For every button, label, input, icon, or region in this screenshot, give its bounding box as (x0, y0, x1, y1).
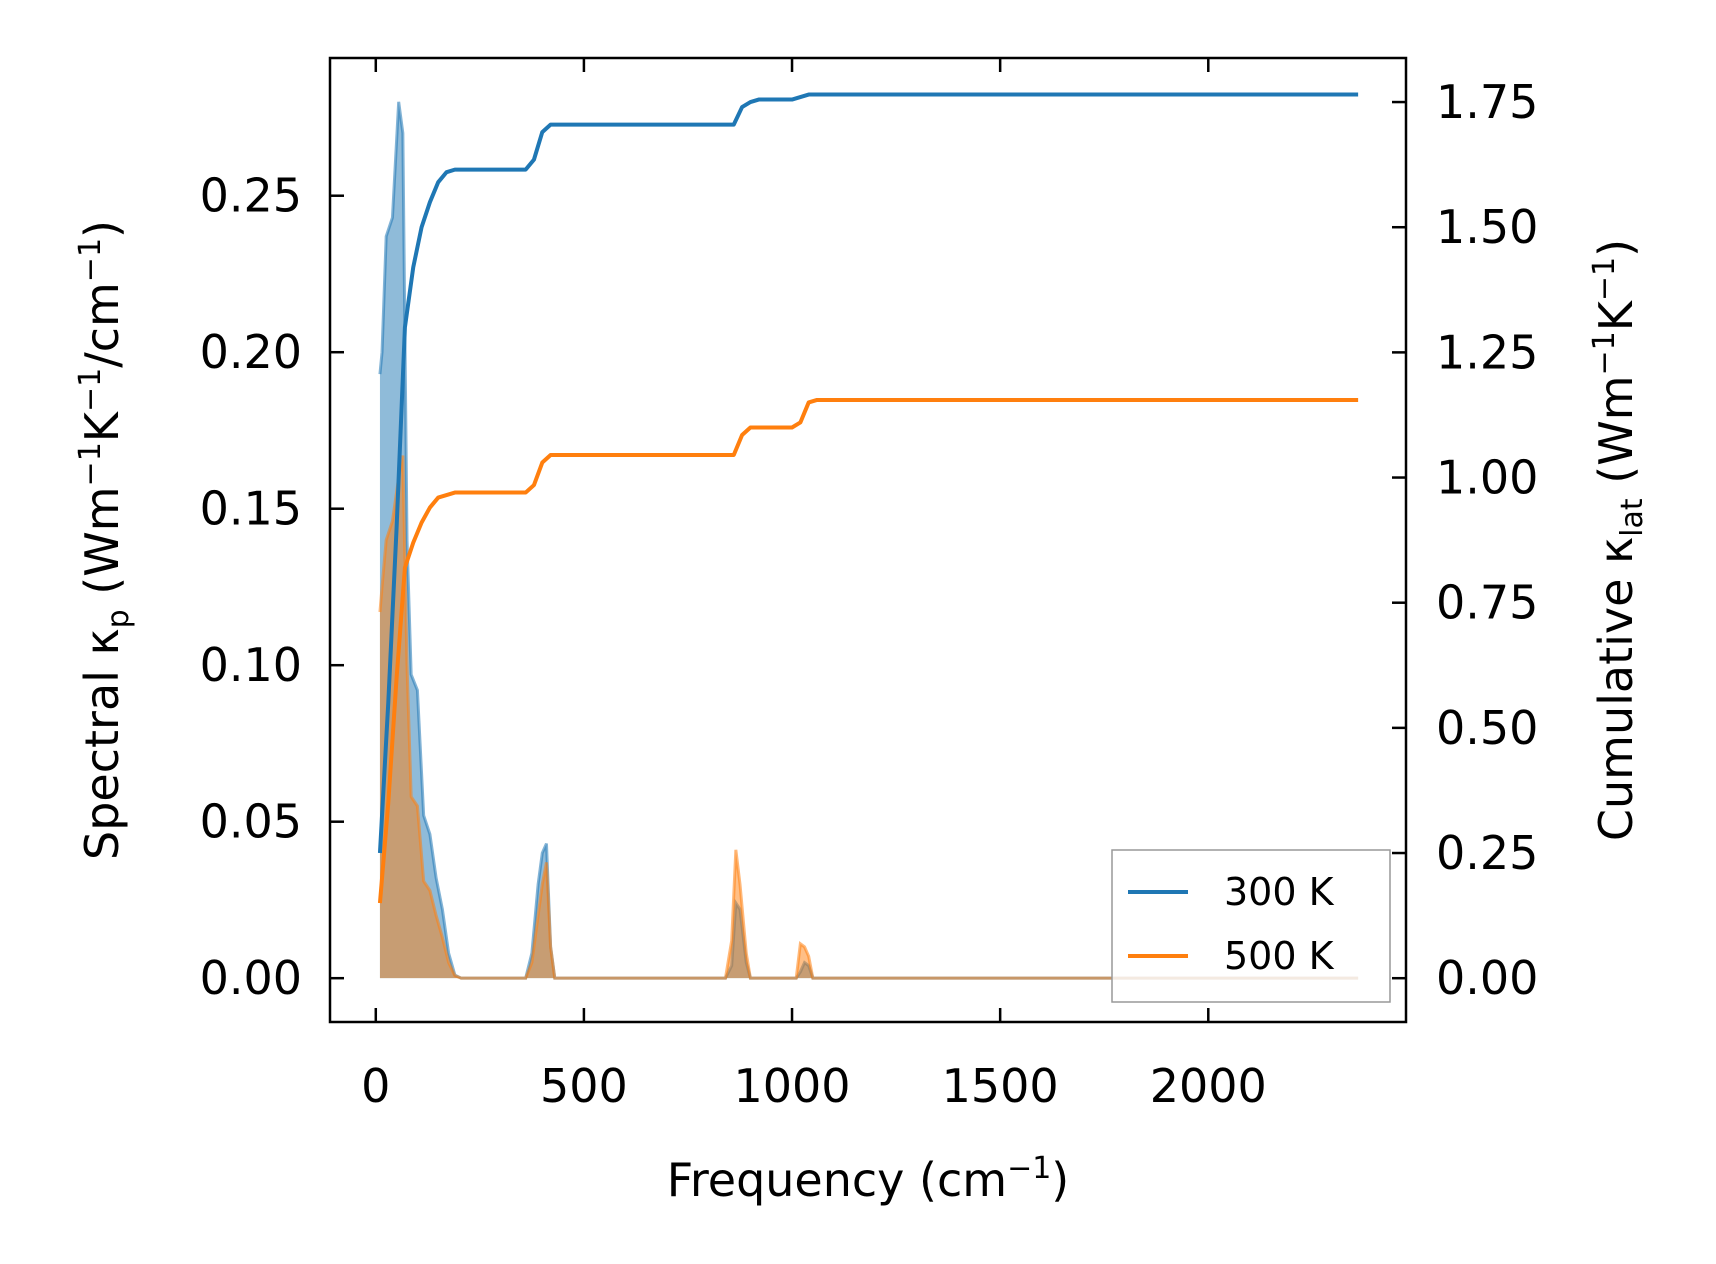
spectral-fills (378, 101, 1359, 980)
cumulative-lines (377, 92, 1359, 904)
y-left-axis-title: Spectral κp (Wm−1K−1/cm−1) (73, 220, 136, 860)
y-right-tick-label: 0.50 (1436, 701, 1538, 755)
y-right-tick-label: 1.25 (1436, 325, 1538, 379)
y-right-axis-title: Cumulative κlat (Wm−1K−1) (1587, 239, 1650, 841)
x-tick-label: 0 (361, 1059, 390, 1113)
x-tick-label: 2000 (1150, 1059, 1267, 1113)
plot-frame (328, 56, 1408, 1024)
legend-box (1111, 849, 1391, 1003)
y-left-tick-label: 0.25 (200, 169, 302, 223)
y-left-axis-ticks: 0.00 0.05 0.10 0.15 0.20 0.25 (200, 169, 344, 1005)
y-right-tick-label: 0.25 (1436, 826, 1538, 880)
x-axis-title: Frequency (cm−1) (667, 1151, 1070, 1207)
y-right-tick-label: 0.75 (1436, 576, 1538, 630)
y-left-tick-label: 0.20 (200, 325, 302, 379)
x-tick-label: 1500 (942, 1059, 1059, 1113)
y-right-tick-label: 1.75 (1436, 75, 1538, 129)
x-tick-label: 500 (540, 1059, 628, 1113)
y-right-tick-label: 0.00 (1436, 951, 1538, 1005)
y-left-tick-label: 0.00 (200, 951, 302, 1005)
y-right-axis-ticks: 0.00 0.25 0.50 0.75 1.00 1.25 1.50 1.75 (1392, 75, 1538, 1005)
y-left-tick-label: 0.15 (200, 482, 302, 536)
y-left-tick-label: 0.10 (200, 638, 302, 692)
cumulative-line-500k (377, 397, 1359, 904)
legend: 300 K 500 K (1111, 849, 1391, 1003)
spectral-outline-500k (378, 455, 1359, 980)
y-left-tick-label: 0.05 (200, 795, 302, 849)
x-tick-label: 1000 (733, 1059, 850, 1113)
y-right-tick-label: 1.00 (1436, 451, 1538, 505)
cumulative-line-300k (377, 92, 1359, 854)
x-axis-ticks: 0 500 1000 1500 2000 (361, 58, 1267, 1113)
legend-label-500k: 500 K (1224, 934, 1335, 978)
y-right-tick-label: 1.50 (1436, 200, 1538, 254)
legend-label-300k: 300 K (1224, 870, 1335, 914)
